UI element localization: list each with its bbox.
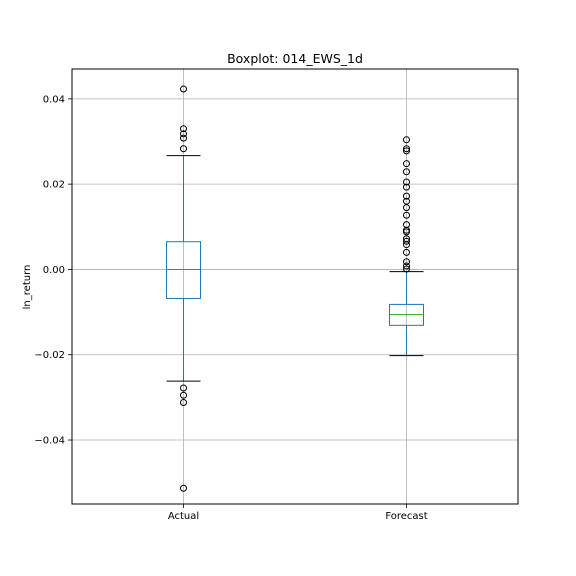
axes: −0.04 −0.02 0.00 0.02 0.04 Actual Forecast: [34, 94, 427, 522]
chart-title: Boxplot: 014_EWS_1d: [227, 51, 363, 66]
x-tick-label: Forecast: [385, 511, 427, 522]
plot-frame: [72, 69, 518, 504]
y-tick-label: −0.02: [34, 350, 65, 361]
plot-area: [167, 86, 424, 491]
y-axis-label: ln_return: [22, 265, 33, 310]
y-tick-label: 0.02: [43, 180, 65, 191]
y-tick-label: 0.04: [43, 94, 65, 105]
y-tick-label: −0.04: [34, 436, 65, 447]
y-tick-label: 0.00: [43, 265, 65, 276]
x-tick-label: Actual: [168, 511, 199, 522]
grid-lines: [72, 69, 518, 504]
